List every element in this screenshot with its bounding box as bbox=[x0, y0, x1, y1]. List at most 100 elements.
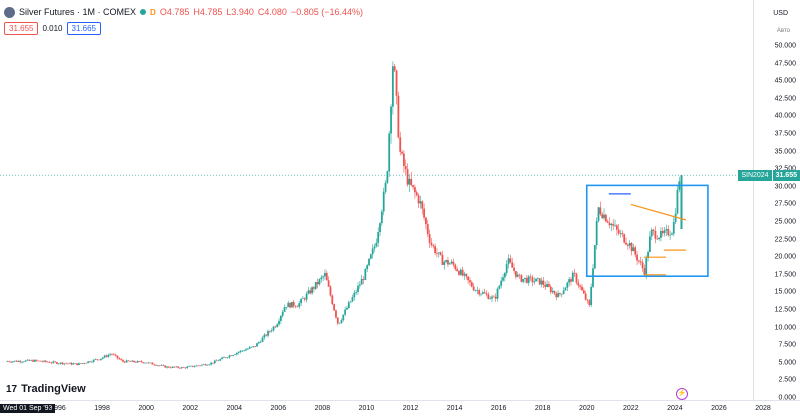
candle-body bbox=[188, 366, 190, 367]
candle-body bbox=[246, 348, 249, 350]
candle-body bbox=[267, 331, 269, 336]
candle-body bbox=[463, 273, 466, 276]
candle-body bbox=[179, 367, 181, 369]
candle-body bbox=[90, 361, 93, 363]
price-chart[interactable] bbox=[0, 0, 754, 400]
spread-value: 0.010 bbox=[42, 24, 63, 33]
currency-label[interactable]: USD bbox=[773, 10, 788, 17]
time-tick-label: 2006 bbox=[270, 405, 287, 412]
candle-body bbox=[129, 361, 132, 362]
candle-body bbox=[595, 220, 598, 246]
candle-body bbox=[316, 282, 319, 285]
candle-body bbox=[461, 269, 464, 276]
candle-body bbox=[8, 361, 11, 362]
candle-body bbox=[287, 302, 290, 308]
candle-body bbox=[292, 301, 295, 307]
candle-body bbox=[116, 355, 119, 359]
candle-body bbox=[584, 293, 587, 300]
candle-body bbox=[81, 363, 84, 364]
candle-body bbox=[487, 294, 490, 300]
candle-body bbox=[289, 302, 291, 308]
candle-body bbox=[553, 290, 556, 294]
candle-body bbox=[412, 185, 414, 188]
candle-body bbox=[223, 357, 225, 359]
candle-body bbox=[79, 363, 82, 364]
candle-body bbox=[371, 248, 374, 255]
candle-body bbox=[342, 314, 345, 320]
lightning-icon[interactable]: ⚡ bbox=[676, 388, 688, 400]
candle-body bbox=[83, 363, 86, 364]
candle-body bbox=[314, 282, 317, 289]
candle-body bbox=[351, 297, 354, 302]
candle-body bbox=[630, 242, 633, 252]
candle-body bbox=[645, 258, 648, 275]
candle-body bbox=[586, 299, 589, 301]
candle-body bbox=[399, 137, 402, 152]
candle-body bbox=[336, 317, 339, 324]
sell-price-button[interactable]: 31.655 bbox=[4, 22, 39, 35]
price-tick-label: 5.000 bbox=[778, 359, 796, 367]
candle-body bbox=[671, 233, 673, 235]
candle-body bbox=[173, 366, 176, 368]
candle-body bbox=[296, 306, 299, 308]
candle-body bbox=[217, 360, 220, 362]
candle-body bbox=[241, 350, 244, 352]
buy-price-button[interactable]: 31.665 bbox=[66, 22, 101, 35]
candle-body bbox=[55, 362, 58, 364]
highlight-box bbox=[585, 184, 709, 278]
candle-body bbox=[133, 360, 135, 363]
candle-body bbox=[33, 359, 36, 362]
price-axis[interactable]: USD Авто 50.000 47.500 45.000 42.500 40.000 3… bbox=[753, 0, 800, 402]
candle-body bbox=[283, 307, 286, 312]
candle-body bbox=[505, 264, 508, 274]
candle-body bbox=[333, 304, 336, 311]
candle-body bbox=[448, 263, 451, 265]
candle-body bbox=[548, 284, 550, 287]
candle-body bbox=[603, 214, 605, 219]
candle-body bbox=[318, 279, 321, 285]
time-axis[interactable]: Wed 01 Sep '93 1996 1998 2000 2002 2004 2006 2… bbox=[0, 400, 800, 419]
candle-body bbox=[44, 360, 47, 362]
candle-body bbox=[658, 237, 660, 240]
candle-body bbox=[395, 70, 398, 96]
candle-body bbox=[571, 272, 574, 282]
symbol-title[interactable]: Silver Futures · 1M · COMEX bbox=[19, 7, 137, 17]
tradingview-logo[interactable]: 17 TradingView bbox=[6, 383, 86, 395]
price-tick-label: 22.500 bbox=[774, 236, 796, 244]
candle-body bbox=[21, 361, 23, 363]
candle-body bbox=[628, 242, 631, 246]
candle-body bbox=[74, 363, 77, 364]
price-tick-label: 37.500 bbox=[774, 130, 796, 138]
candle-body bbox=[667, 228, 670, 236]
candle-body bbox=[87, 361, 90, 363]
candle-body bbox=[39, 360, 42, 362]
time-tick-label: 2008 bbox=[314, 405, 331, 412]
candle-body bbox=[588, 300, 591, 306]
candle-body bbox=[654, 230, 657, 239]
price-tick-label: 12.500 bbox=[774, 306, 796, 314]
candle-body bbox=[518, 274, 521, 276]
candle-body bbox=[514, 271, 517, 277]
candle-body bbox=[57, 363, 60, 365]
candle-body bbox=[313, 287, 315, 289]
candle-body bbox=[540, 280, 543, 285]
candle-body bbox=[604, 214, 607, 222]
candle-body bbox=[511, 262, 514, 268]
candle-body bbox=[432, 245, 435, 247]
candle-body bbox=[131, 360, 134, 362]
candle-body bbox=[278, 320, 280, 325]
ohlc-high: H4.785 bbox=[193, 7, 223, 17]
candle-body bbox=[674, 213, 677, 222]
price-tick-label: 45.000 bbox=[774, 77, 796, 85]
candle-body bbox=[617, 229, 620, 234]
candle-body bbox=[89, 361, 91, 363]
symbol-header: Silver Futures · 1M · COMEX D O4.785 H4.… bbox=[4, 5, 363, 19]
candle-body bbox=[388, 133, 391, 172]
candle-body bbox=[50, 362, 53, 364]
candle-body bbox=[322, 276, 325, 278]
scale-mode-label[interactable]: Авто bbox=[776, 28, 790, 34]
candle-body bbox=[309, 290, 312, 294]
candle-body bbox=[570, 279, 572, 282]
candle-body bbox=[549, 286, 552, 293]
